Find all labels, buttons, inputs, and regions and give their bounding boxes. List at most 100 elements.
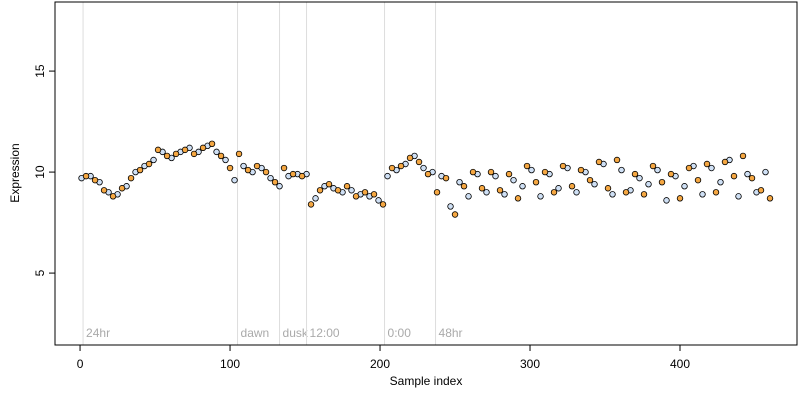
data-point bbox=[136, 166, 144, 174]
data-point bbox=[280, 164, 288, 172]
data-point bbox=[379, 201, 387, 208]
data-point bbox=[334, 187, 342, 194]
marker-label: 48hr bbox=[439, 326, 463, 340]
data-point bbox=[717, 178, 724, 186]
data-point bbox=[748, 174, 756, 182]
data-point bbox=[501, 191, 508, 198]
data-point bbox=[694, 176, 702, 184]
data-point bbox=[631, 170, 639, 178]
y-axis-label: Expression bbox=[8, 143, 22, 202]
data-point bbox=[424, 170, 432, 178]
data-point bbox=[262, 168, 270, 176]
data-point bbox=[703, 160, 711, 168]
data-point bbox=[649, 162, 657, 170]
data-point bbox=[523, 162, 531, 170]
data-point bbox=[172, 150, 180, 158]
data-point bbox=[447, 203, 454, 210]
data-point bbox=[510, 176, 517, 184]
data-point bbox=[505, 170, 513, 178]
data-point bbox=[555, 185, 562, 192]
data-point bbox=[573, 189, 580, 196]
data-point bbox=[267, 174, 274, 182]
data-point bbox=[397, 162, 405, 170]
data-point bbox=[244, 166, 252, 174]
data-point bbox=[343, 183, 351, 190]
data-point bbox=[496, 187, 504, 194]
data-point bbox=[762, 168, 769, 176]
data-point bbox=[469, 168, 477, 176]
data-point bbox=[208, 140, 216, 148]
data-point bbox=[766, 195, 774, 202]
data-point bbox=[325, 181, 333, 188]
plot-frame bbox=[54, 1, 798, 346]
data-point bbox=[100, 187, 108, 194]
y-tick-label: 15 bbox=[33, 64, 47, 78]
data-point bbox=[82, 172, 90, 180]
data-point bbox=[645, 181, 652, 188]
data-point bbox=[442, 174, 450, 182]
marker-label: dusk bbox=[283, 326, 309, 340]
data-point bbox=[352, 193, 360, 200]
data-point bbox=[118, 185, 126, 192]
data-point bbox=[514, 195, 522, 202]
data-point bbox=[150, 156, 157, 164]
data-point bbox=[456, 178, 463, 186]
x-tick-label: 0 bbox=[77, 357, 84, 371]
data-point bbox=[312, 195, 319, 202]
data-point bbox=[663, 197, 670, 204]
data-point bbox=[109, 193, 117, 200]
data-point bbox=[739, 152, 747, 160]
data-point bbox=[613, 156, 621, 164]
data-point bbox=[676, 195, 684, 202]
data-point bbox=[226, 164, 234, 172]
data-point bbox=[190, 150, 198, 158]
data-point bbox=[361, 189, 369, 196]
data-point bbox=[487, 168, 495, 176]
data-point bbox=[478, 185, 486, 192]
data-point bbox=[316, 187, 324, 194]
marker-label: 12:00 bbox=[310, 326, 340, 340]
data-point bbox=[586, 176, 594, 184]
data-point bbox=[537, 193, 544, 200]
data-point bbox=[708, 164, 715, 172]
data-point bbox=[541, 168, 549, 176]
data-point bbox=[91, 176, 99, 184]
data-point bbox=[730, 172, 738, 180]
data-point bbox=[667, 170, 675, 178]
marker-label: 0:00 bbox=[388, 326, 412, 340]
data-point bbox=[451, 211, 459, 218]
data-point bbox=[370, 191, 378, 198]
data-point bbox=[289, 170, 297, 178]
data-point bbox=[519, 183, 526, 190]
data-point bbox=[222, 156, 229, 164]
data-point bbox=[276, 183, 283, 190]
data-point bbox=[348, 187, 355, 194]
data-point bbox=[433, 189, 441, 196]
data-point bbox=[568, 183, 576, 190]
data-point bbox=[604, 185, 612, 192]
data-point bbox=[744, 170, 751, 178]
data-point bbox=[532, 178, 540, 186]
marker-label: dawn bbox=[241, 326, 270, 340]
y-tick-label: 10 bbox=[33, 165, 47, 179]
data-point bbox=[127, 174, 135, 182]
data-point bbox=[213, 148, 220, 156]
data-point bbox=[699, 191, 706, 198]
marker-label: 24hr bbox=[86, 326, 110, 340]
data-point bbox=[681, 183, 688, 190]
data-point bbox=[609, 191, 616, 198]
data-point bbox=[618, 166, 625, 174]
data-point bbox=[460, 183, 468, 190]
x-tick-label: 100 bbox=[220, 357, 240, 371]
x-tick-label: 400 bbox=[670, 357, 690, 371]
data-point bbox=[253, 162, 261, 170]
data-point bbox=[640, 191, 648, 198]
data-point bbox=[757, 187, 765, 194]
data-point bbox=[235, 150, 243, 158]
data-point bbox=[163, 152, 171, 160]
data-point bbox=[384, 172, 391, 180]
data-point bbox=[217, 152, 225, 160]
data-point bbox=[145, 160, 153, 168]
data-point bbox=[721, 158, 729, 166]
